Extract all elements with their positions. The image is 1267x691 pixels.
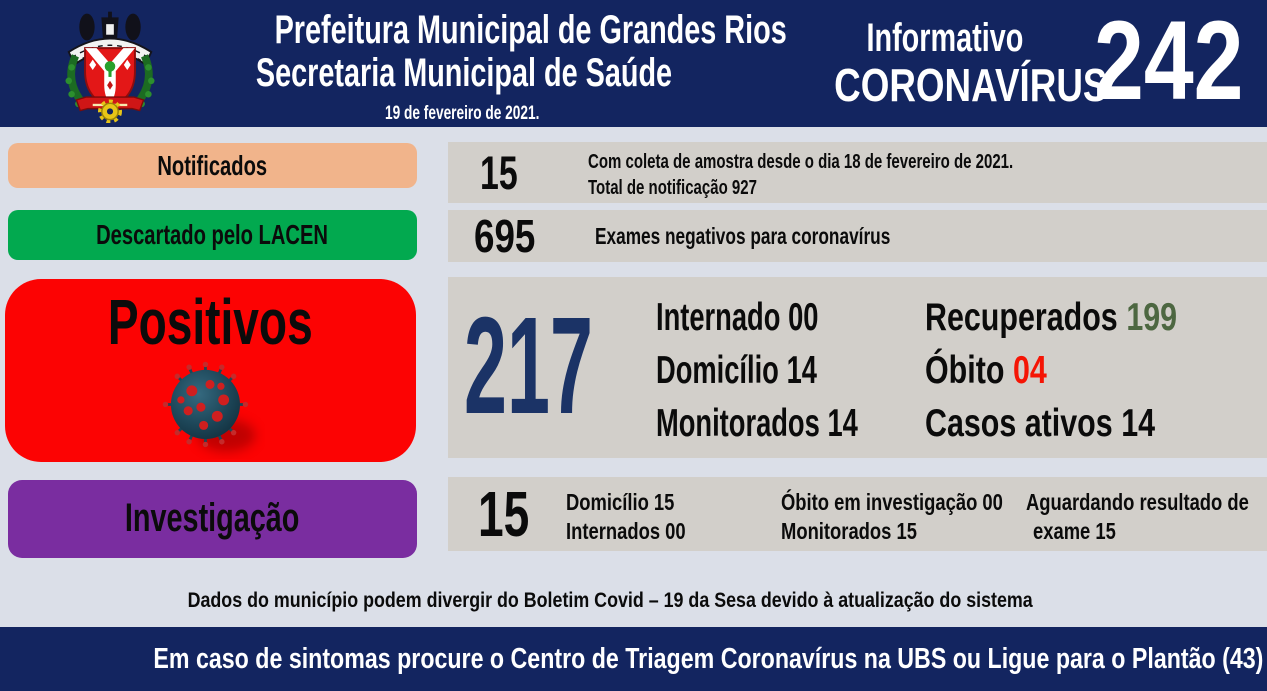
data-divergence-disclaimer: Dados do município podem divergir do Bol… (187, 589, 1033, 612)
investigation-monitorados: Monitorados 15 (781, 518, 917, 544)
investigation-aguardando-line1: Aguardando resultado de (1026, 489, 1249, 515)
org-name-line1: Prefeitura Municipal de Grandes Rios (274, 8, 787, 52)
positives-stats-col2: Recuperados 199 Óbito 04 Casos ativos 14 (925, 291, 1248, 450)
investigation-obito: Óbito em investigação 00 (781, 489, 1003, 515)
notified-detail-line2: Total de notificação 927 (588, 177, 757, 199)
notified-row: 15 Com coleta de amostra desde o dia 18 … (448, 142, 1267, 203)
footer-contact-text: Em caso de sintomas procure o Centro de … (153, 643, 1267, 675)
category-positivos: Positivos (5, 279, 416, 462)
bulletin-label-line2: CORONAVÍRUS (834, 59, 1108, 111)
investigation-row: 15 Domicílio 15 Internados 00 Óbito em i… (448, 477, 1267, 551)
investigation-col2: Óbito em investigação 00 Monitorados 15 (781, 488, 1058, 546)
stat-obito: Óbito 04 (925, 349, 1047, 392)
stat-recuperados: Recuperados 199 (925, 296, 1178, 339)
stat-domicilio: Domicílio 14 (656, 349, 817, 392)
notified-detail-line1: Com coleta de amostra desde o dia 18 de … (588, 151, 1014, 173)
stat-internado: Internado 00 (656, 296, 819, 339)
positives-stats-col1: Internado 00 Domicílio 14 Monitorados 14 (656, 291, 944, 450)
category-investigacao: Investigação (8, 480, 417, 558)
investigation-count: 15 (478, 478, 530, 550)
stat-monitorados: Monitorados 14 (656, 402, 858, 445)
category-notificados-label: Notificados (157, 150, 268, 181)
bulletin-number: 242 (1094, 0, 1244, 123)
notified-count: 15 (480, 146, 518, 199)
investigation-aguardando-line2: exame 15 (1033, 518, 1116, 544)
org-name-line2: Secretaria Municipal de Saúde (255, 51, 673, 95)
stat-casos-ativos: Casos ativos 14 (925, 402, 1156, 445)
investigation-col3: Aguardando resultado de exame 15 (1026, 488, 1267, 546)
positives-count: 217 (464, 289, 593, 443)
header-title-block: Prefeitura Municipal de Grandes Rios Sec… (175, 8, 787, 126)
notified-details: Com coleta de amostra desde o dia 18 de … (588, 149, 1155, 201)
coronavirus-icon (162, 361, 256, 452)
header-bar: Prefeitura Municipal de Grandes Rios Sec… (0, 0, 1267, 127)
category-descartado-label: Descartado pelo LACEN (96, 219, 329, 250)
category-notificados: Notificados (8, 143, 417, 188)
discarded-count: 695 (474, 210, 536, 262)
positives-row: 217 Internado 00 Domicílio 14 Monitorados 1… (448, 277, 1267, 458)
category-investigacao-label: Investigação (125, 496, 300, 540)
municipal-coat-of-arms-logo (65, 11, 155, 123)
discarded-detail: Exames negativos para coronavírus (595, 223, 891, 249)
category-descartado-lacen: Descartado pelo LACEN (8, 210, 417, 260)
investigation-internados: Internados 00 (566, 518, 686, 544)
bulletin-label-line1: Informativo (866, 16, 1024, 60)
category-positivos-label: Positivos (108, 286, 313, 358)
footer-contact-bar: Em caso de sintomas procure o Centro de … (0, 627, 1267, 691)
discarded-row: 695 Exames negativos para coronavírus (448, 210, 1267, 262)
bulletin-label-block: Informativo CORONAVÍRUS (800, 14, 1108, 111)
bulletin-date: 19 de fevereiro de 2021. (385, 103, 540, 124)
investigation-domicilio: Domicílio 15 (566, 489, 675, 515)
investigation-col1: Domicílio 15 Internados 00 (566, 488, 716, 546)
